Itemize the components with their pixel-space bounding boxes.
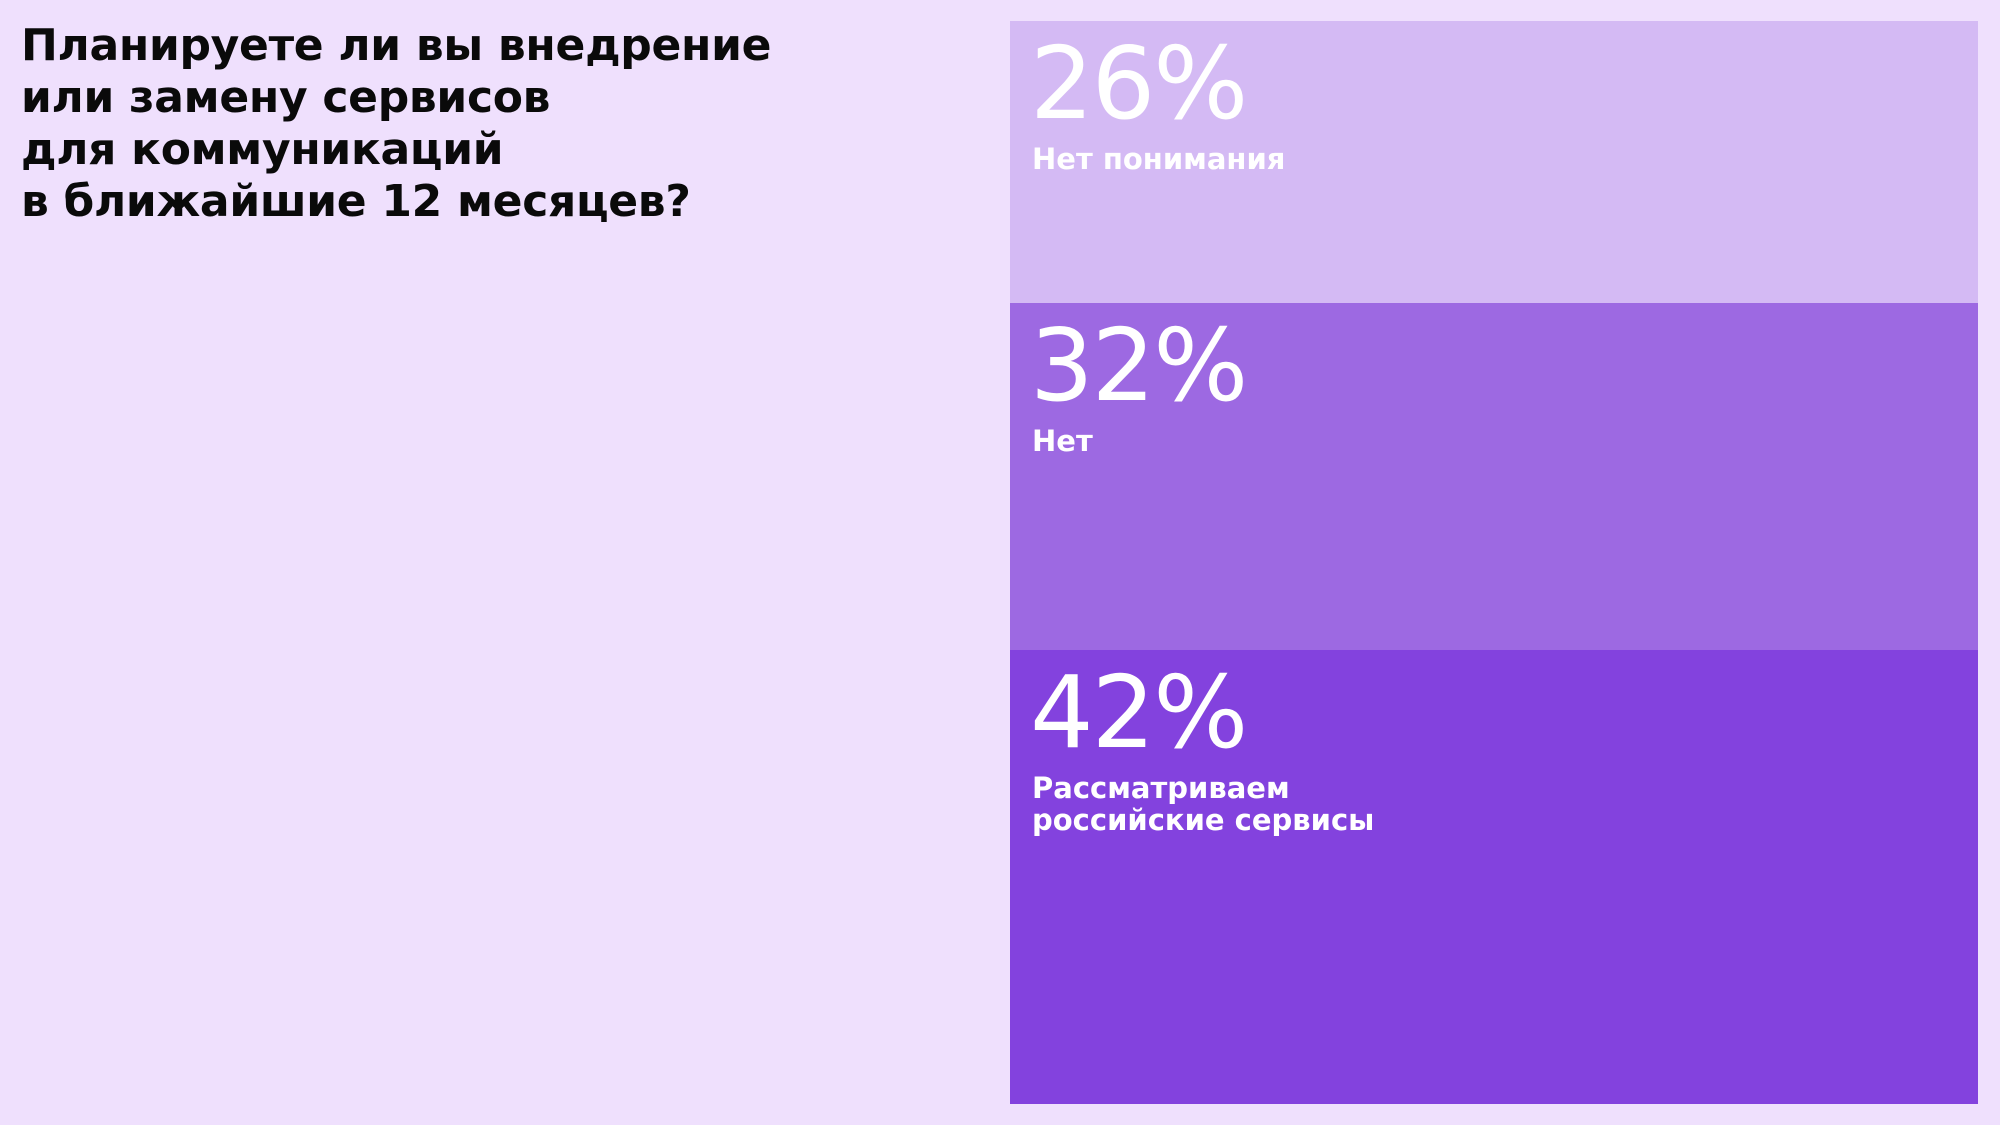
stacked-bar-chart: 26% Нет понимания 32% Нет 42% Рассматриваем р… — [1010, 21, 1978, 1104]
chart-title-line: в ближайшие 12 месяцев? — [21, 176, 691, 227]
chart-title: Планируете ли вы внедрение или замену се… — [21, 20, 981, 228]
chart-title-line: Планируете ли вы внедрение — [21, 20, 772, 71]
segment-value-label: 42% — [1030, 654, 1248, 771]
segment-category-label: Рассматриваем российские сервисы — [1032, 771, 1375, 837]
chart-title-line: или замену сервисов — [21, 72, 551, 123]
bar-segment: 26% Нет понимания — [1010, 21, 1978, 303]
segment-category-label: Нет — [1032, 424, 1093, 458]
segment-category-label: Нет понимания — [1032, 142, 1286, 176]
segment-value-label: 32% — [1030, 307, 1248, 424]
chart-title-line: для коммуникаций — [21, 124, 504, 175]
segment-value-label: 26% — [1030, 25, 1248, 142]
bar-segment: 42% Рассматриваем российские сервисы — [1010, 650, 1978, 1104]
bar-segment: 32% Нет — [1010, 303, 1978, 650]
